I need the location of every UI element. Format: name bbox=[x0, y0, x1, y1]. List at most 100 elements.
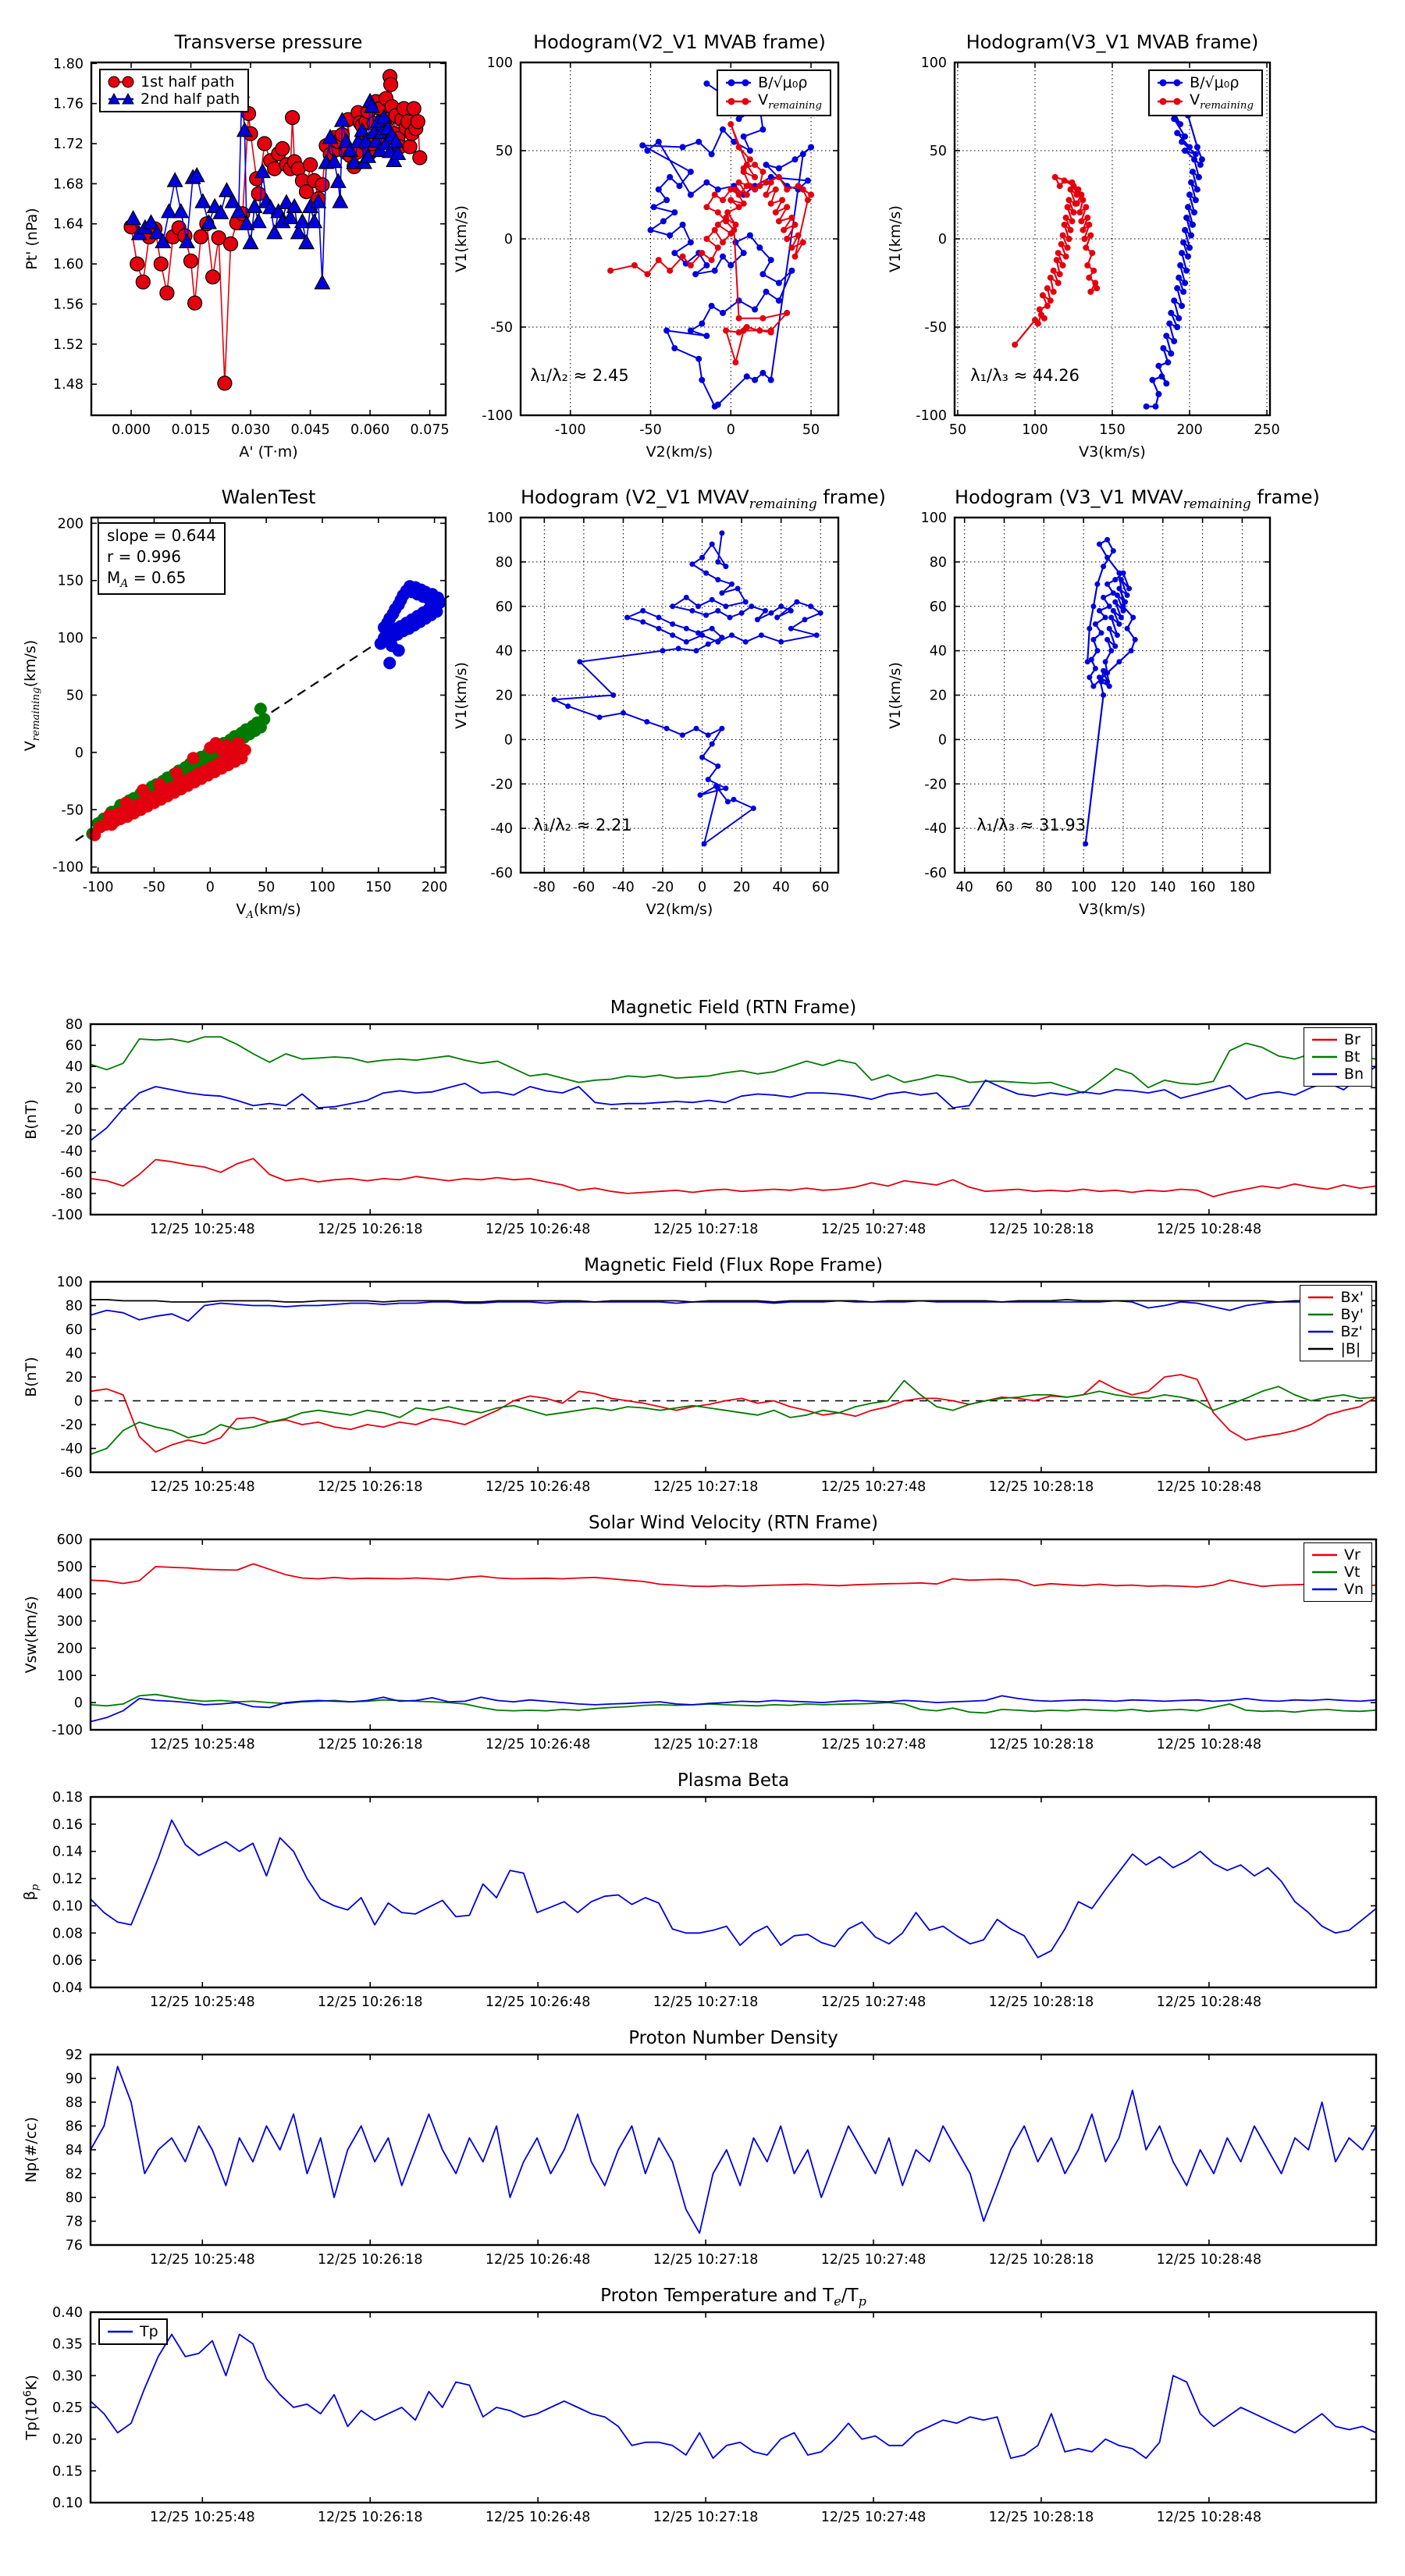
y-tick-label: -40 bbox=[60, 1144, 83, 1160]
legend-item: Vremaining bbox=[1156, 91, 1254, 112]
series-Bz bbox=[90, 1300, 1376, 1322]
x-tick-label: 80 bbox=[1035, 880, 1052, 895]
y-tick-label: 0.14 bbox=[52, 1845, 83, 1860]
x-tick-label: 100 bbox=[1022, 422, 1048, 438]
panel-plasma-beta: 12/25 10:25:48 12/25 10:26:18 12/25 10:26:… bbox=[21, 1770, 1378, 2010]
x-tick-label: 0.000 bbox=[112, 422, 151, 438]
y-tick-label: 100 bbox=[921, 511, 947, 526]
x-tick-label: 12/25 10:25:48 bbox=[150, 1994, 255, 2010]
series-V-remaining-hodogram bbox=[1014, 176, 1097, 346]
legend-label: Vremaining bbox=[1190, 91, 1254, 112]
x-tick-label: 12/25 10:27:48 bbox=[821, 1737, 927, 1752]
y-tick-label: 20 bbox=[930, 688, 947, 704]
y-tick-label: 0 bbox=[75, 745, 84, 761]
panel-proton-temperature: 12/25 10:25:48 12/25 10:26:18 12/25 10:26:… bbox=[22, 2286, 1378, 2525]
y-axis-label: Vsw(km/s) bbox=[23, 1596, 40, 1674]
x-tick-label: 12/25 10:27:18 bbox=[653, 2510, 759, 2525]
legend-swatch-icon bbox=[1158, 79, 1183, 87]
legend-label: 1st half path bbox=[140, 73, 235, 91]
legend-label: Bt bbox=[1343, 1048, 1361, 1066]
markers-B-hodogram bbox=[551, 530, 823, 847]
y-tick-label: 0.30 bbox=[52, 2368, 83, 2384]
legend-label: By' bbox=[1340, 1306, 1364, 1323]
x-tick-label: 140 bbox=[1150, 880, 1176, 895]
y-tick-label: -100 bbox=[916, 408, 947, 424]
x-tick-label: 12/25 10:28:18 bbox=[989, 1737, 1094, 1752]
y-tick-label: -20 bbox=[924, 777, 947, 792]
y-tick-label: 1.80 bbox=[53, 56, 84, 72]
legend: Bx' By' Bz' |B| bbox=[1300, 1285, 1372, 1361]
legend-label: 2nd half path bbox=[140, 91, 240, 108]
y-axis-label: Tp(106K) bbox=[22, 2375, 41, 2440]
panel-walen-test: -100 -50 0 50 100 150 200 -100 -50 0 50 100 150 200 Wa… bbox=[22, 486, 452, 921]
y-tick-label: 100 bbox=[57, 1275, 83, 1290]
chart-title: Plasma Beta bbox=[677, 1770, 790, 1791]
chart-title: Solar Wind Velocity (RTN Frame) bbox=[588, 1513, 879, 1533]
legend: B/√μ₀ρ Vremaining bbox=[1148, 69, 1263, 116]
markers-B-hodogram bbox=[1083, 536, 1138, 847]
plot-area: 50 100 150 200 250 -100 -50 0 50 100 bbox=[916, 55, 1279, 438]
x-tick-label: 12/25 10:27:18 bbox=[653, 1994, 759, 2010]
y-tick-label: 0 bbox=[74, 1101, 83, 1117]
y-tick-label: 100 bbox=[487, 55, 513, 71]
x-tick-label: 12/25 10:26:48 bbox=[486, 1222, 591, 1237]
y-tick-label: 0 bbox=[938, 732, 947, 748]
y-tick-label: -50 bbox=[924, 320, 947, 336]
series-beta-p bbox=[90, 1819, 1377, 1959]
plot-area: 12/25 10:25:48 12/25 10:26:18 12/25 10:26:… bbox=[52, 1790, 1378, 2010]
x-tick-label: 12/25 10:27:48 bbox=[821, 1222, 927, 1237]
y-tick-label: 0 bbox=[74, 1695, 83, 1711]
series-By bbox=[90, 1379, 1377, 1455]
y-tick-label: 400 bbox=[57, 1587, 83, 1603]
x-tick-label: 12/25 10:26:48 bbox=[486, 1479, 591, 1495]
x-tick-label: 12/25 10:26:18 bbox=[318, 1222, 423, 1237]
y-tick-label: -60 bbox=[60, 1465, 83, 1481]
panel-solar-wind-velocity: 12/25 10:25:48 12/25 10:26:18 12/25 10:26:… bbox=[23, 1513, 1378, 1752]
series-Vn bbox=[90, 1695, 1377, 1723]
panel-hodogram-v3v1-mvab: 50 100 150 200 250 -100 -50 0 50 100 Hodogram(V3_V… bbox=[887, 31, 1280, 461]
x-tick-label: 12/25 10:26:18 bbox=[318, 2252, 423, 2268]
lambda-annotation: λ₁/λ₂ ≈ 2.45 bbox=[530, 365, 629, 385]
plot-area: 12/25 10:25:48 12/25 10:26:18 12/25 10:26:… bbox=[52, 1017, 1378, 1237]
y-tick-label: 0 bbox=[504, 232, 513, 247]
x-axis-label: V2(km/s) bbox=[646, 901, 713, 918]
x-tick-label: 12/25 10:27:48 bbox=[821, 1479, 927, 1495]
series-B-hodogram bbox=[553, 532, 822, 845]
plot-area: -80 -60 -40 -20 0 20 40 60 -60 -40 -20 0 20 40 60 80 100 bbox=[487, 511, 840, 895]
x-axis-label: V3(km/s) bbox=[1079, 901, 1146, 918]
legend-swatch-icon bbox=[1311, 1038, 1337, 1041]
x-tick-label: 12/25 10:28:48 bbox=[1157, 2252, 1262, 2268]
y-tick-label: 1.64 bbox=[53, 217, 84, 233]
x-axis-label: V3(km/s) bbox=[1079, 443, 1146, 461]
chart-title: Magnetic Field (RTN Frame) bbox=[610, 998, 857, 1018]
y-tick-label: 40 bbox=[930, 644, 947, 660]
x-tick-label: 20 bbox=[733, 880, 750, 895]
y-tick-label: 100 bbox=[58, 631, 84, 646]
legend-label: Vn bbox=[1343, 1581, 1364, 1598]
x-tick-label: 12/25 10:25:48 bbox=[150, 1737, 255, 1752]
legend-item: Bz' bbox=[1307, 1323, 1364, 1340]
y-tick-label: 0.08 bbox=[52, 1926, 83, 1941]
y-tick-label: -80 bbox=[60, 1187, 83, 1202]
y-tick-label: 76 bbox=[66, 2238, 83, 2254]
x-tick-label: 0 bbox=[698, 880, 706, 895]
y-tick-label: -100 bbox=[52, 860, 84, 876]
markers-walen-blue bbox=[374, 580, 446, 670]
x-tick-label: 12/25 10:25:48 bbox=[150, 1479, 255, 1495]
lambda-annotation: λ₁/λ₃ ≈ 44.26 bbox=[970, 365, 1080, 385]
y-tick-label: 0 bbox=[938, 232, 947, 247]
legend-label: Vremaining bbox=[758, 91, 822, 112]
y-tick-label: 60 bbox=[66, 1322, 83, 1338]
y-tick-label: 60 bbox=[496, 600, 513, 615]
series-Bt bbox=[90, 1036, 1377, 1094]
plot-area: 12/25 10:25:48 12/25 10:26:18 12/25 10:26:… bbox=[66, 2048, 1378, 2268]
legend-label: Bz' bbox=[1340, 1323, 1363, 1340]
legend-item: 1st half path bbox=[107, 73, 240, 91]
y-tick-label: 1.68 bbox=[53, 176, 84, 192]
y-tick-label: -60 bbox=[490, 866, 513, 881]
y-tick-label: -20 bbox=[490, 777, 513, 792]
x-tick-label: 12/25 10:27:48 bbox=[821, 1994, 927, 2010]
legend-swatch-icon bbox=[1311, 1588, 1337, 1591]
series-Babs bbox=[91, 1298, 1376, 1303]
